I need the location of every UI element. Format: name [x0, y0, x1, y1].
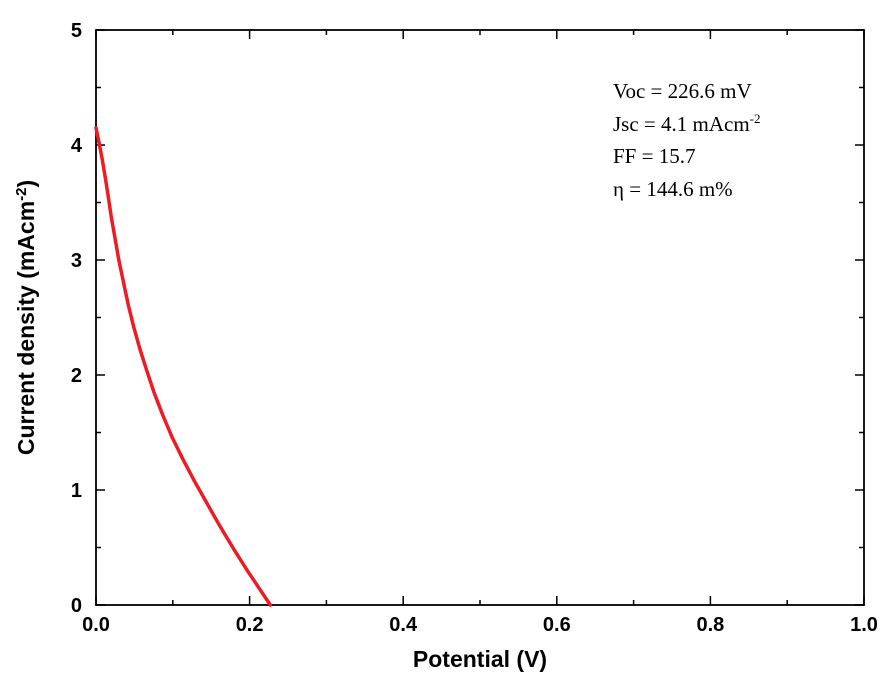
- jv-curve: [96, 128, 270, 605]
- parameter-annotations: Voc = 226.6 mVJsc = 4.1 mAcm-2FF = 15.7η…: [613, 75, 761, 205]
- x-tick-label: 1.0: [850, 614, 878, 636]
- x-tick-label: 0.8: [696, 614, 724, 636]
- x-tick-label: 0.0: [82, 614, 110, 636]
- annotation-line-3: η = 144.6 m%: [613, 173, 761, 206]
- annotation-line-1: Jsc = 4.1 mAcm-2: [613, 108, 761, 141]
- jv-chart: 0.0 0.2 0.4 0.6 0.8 1.0 0 1 2 3 4 5 Potential (V) Cur…: [0, 0, 891, 690]
- x-tick-label: 0.4: [389, 614, 418, 636]
- y-tick-label: 1: [71, 480, 82, 502]
- annotation-line-0: Voc = 226.6 mV: [613, 75, 761, 108]
- x-tick-label: 0.6: [543, 614, 571, 636]
- x-tick-label: 0.2: [236, 614, 264, 636]
- y-tick-label: 5: [71, 20, 82, 42]
- annotation-line-2: FF = 15.7: [613, 140, 761, 173]
- y-tick-label: 2: [71, 365, 82, 387]
- x-axis-title: Potential (V): [413, 646, 547, 672]
- y-axis-title: Current density (mAcm-2): [13, 180, 40, 455]
- y-tick-label: 3: [71, 250, 82, 272]
- y-tick-label: 4: [71, 135, 83, 157]
- y-tick-label: 0: [71, 595, 82, 617]
